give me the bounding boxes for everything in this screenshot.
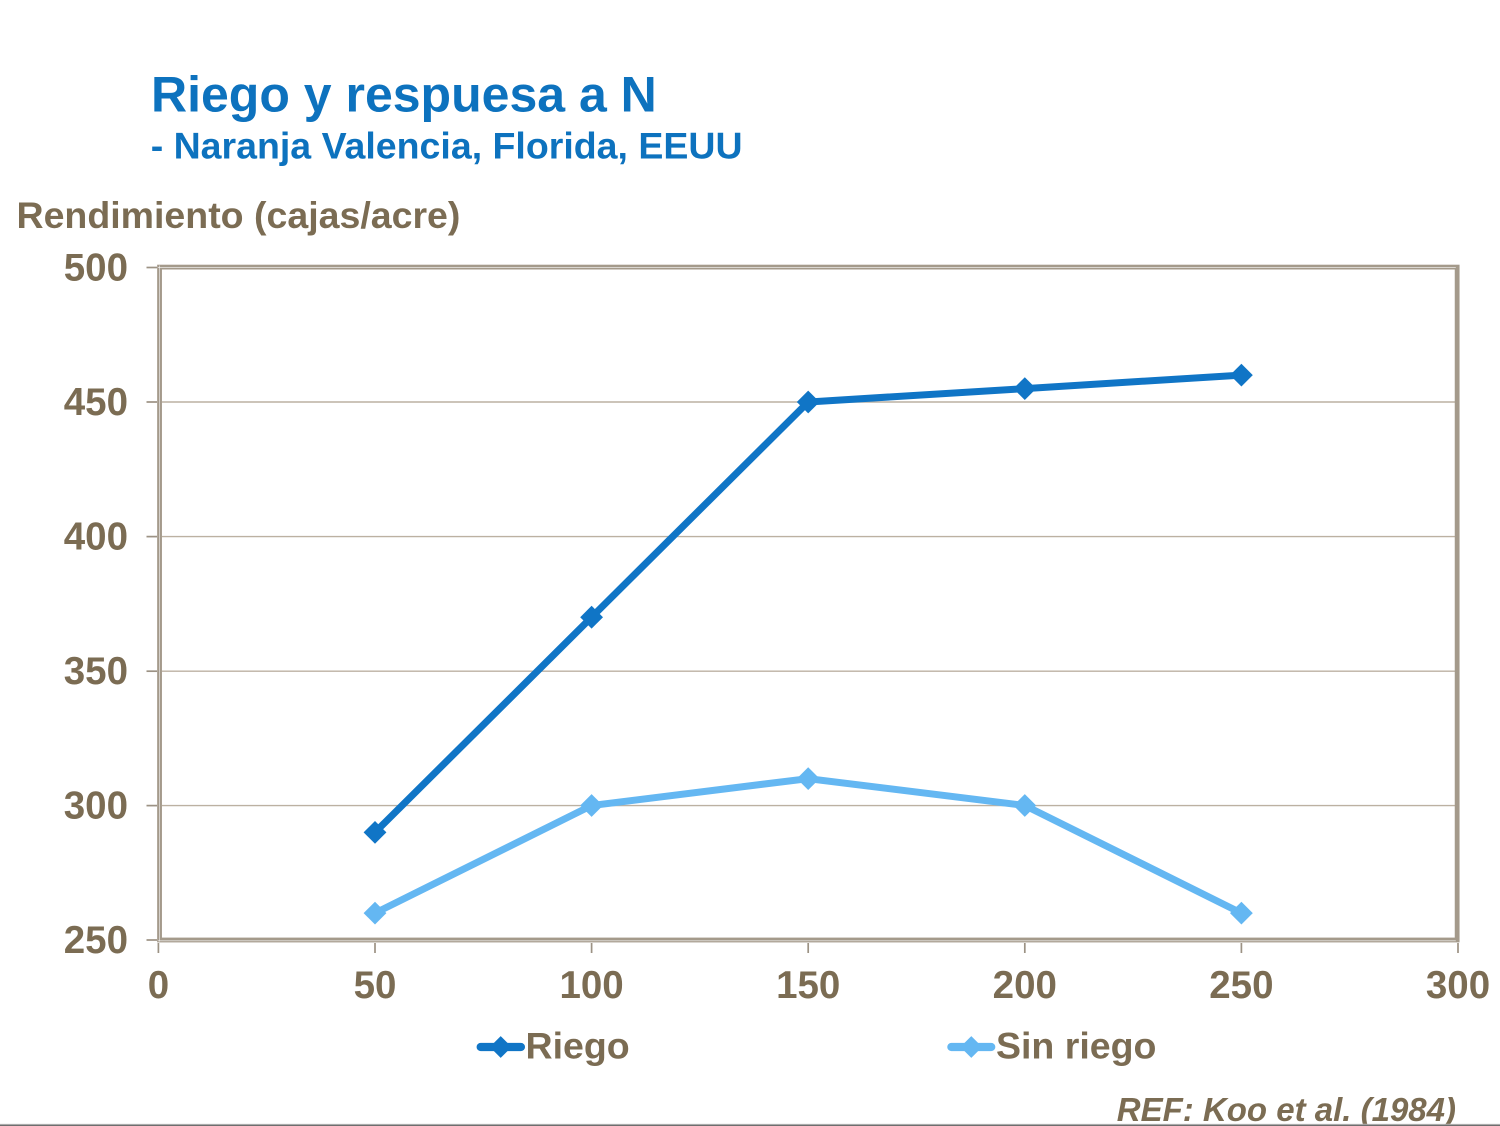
svg-text:200: 200 — [993, 964, 1057, 1007]
svg-text:Riego y respuesa a N: Riego y respuesa a N — [151, 66, 657, 122]
svg-text:300: 300 — [1426, 964, 1490, 1007]
svg-text:Rendimiento (cajas/acre): Rendimiento (cajas/acre) — [17, 194, 461, 236]
svg-text:REF: Koo et al. (1984): REF: Koo et al. (1984) — [1117, 1091, 1456, 1126]
svg-text:150: 150 — [776, 964, 840, 1007]
svg-text:500: 500 — [64, 246, 128, 289]
svg-text:50: 50 — [354, 964, 397, 1007]
svg-text:450: 450 — [64, 381, 128, 424]
svg-text:350: 350 — [64, 650, 128, 693]
svg-text:300: 300 — [64, 785, 128, 828]
svg-text:250: 250 — [64, 919, 128, 962]
svg-text:250: 250 — [1209, 964, 1273, 1007]
svg-text:0: 0 — [148, 964, 169, 1007]
svg-text:400: 400 — [64, 516, 128, 559]
svg-text:Riego: Riego — [526, 1025, 630, 1067]
svg-text:- Naranja Valencia, Florida, E: - Naranja Valencia, Florida, EEUU — [151, 124, 743, 166]
svg-text:100: 100 — [559, 964, 623, 1007]
svg-text:Sin riego: Sin riego — [996, 1025, 1156, 1067]
